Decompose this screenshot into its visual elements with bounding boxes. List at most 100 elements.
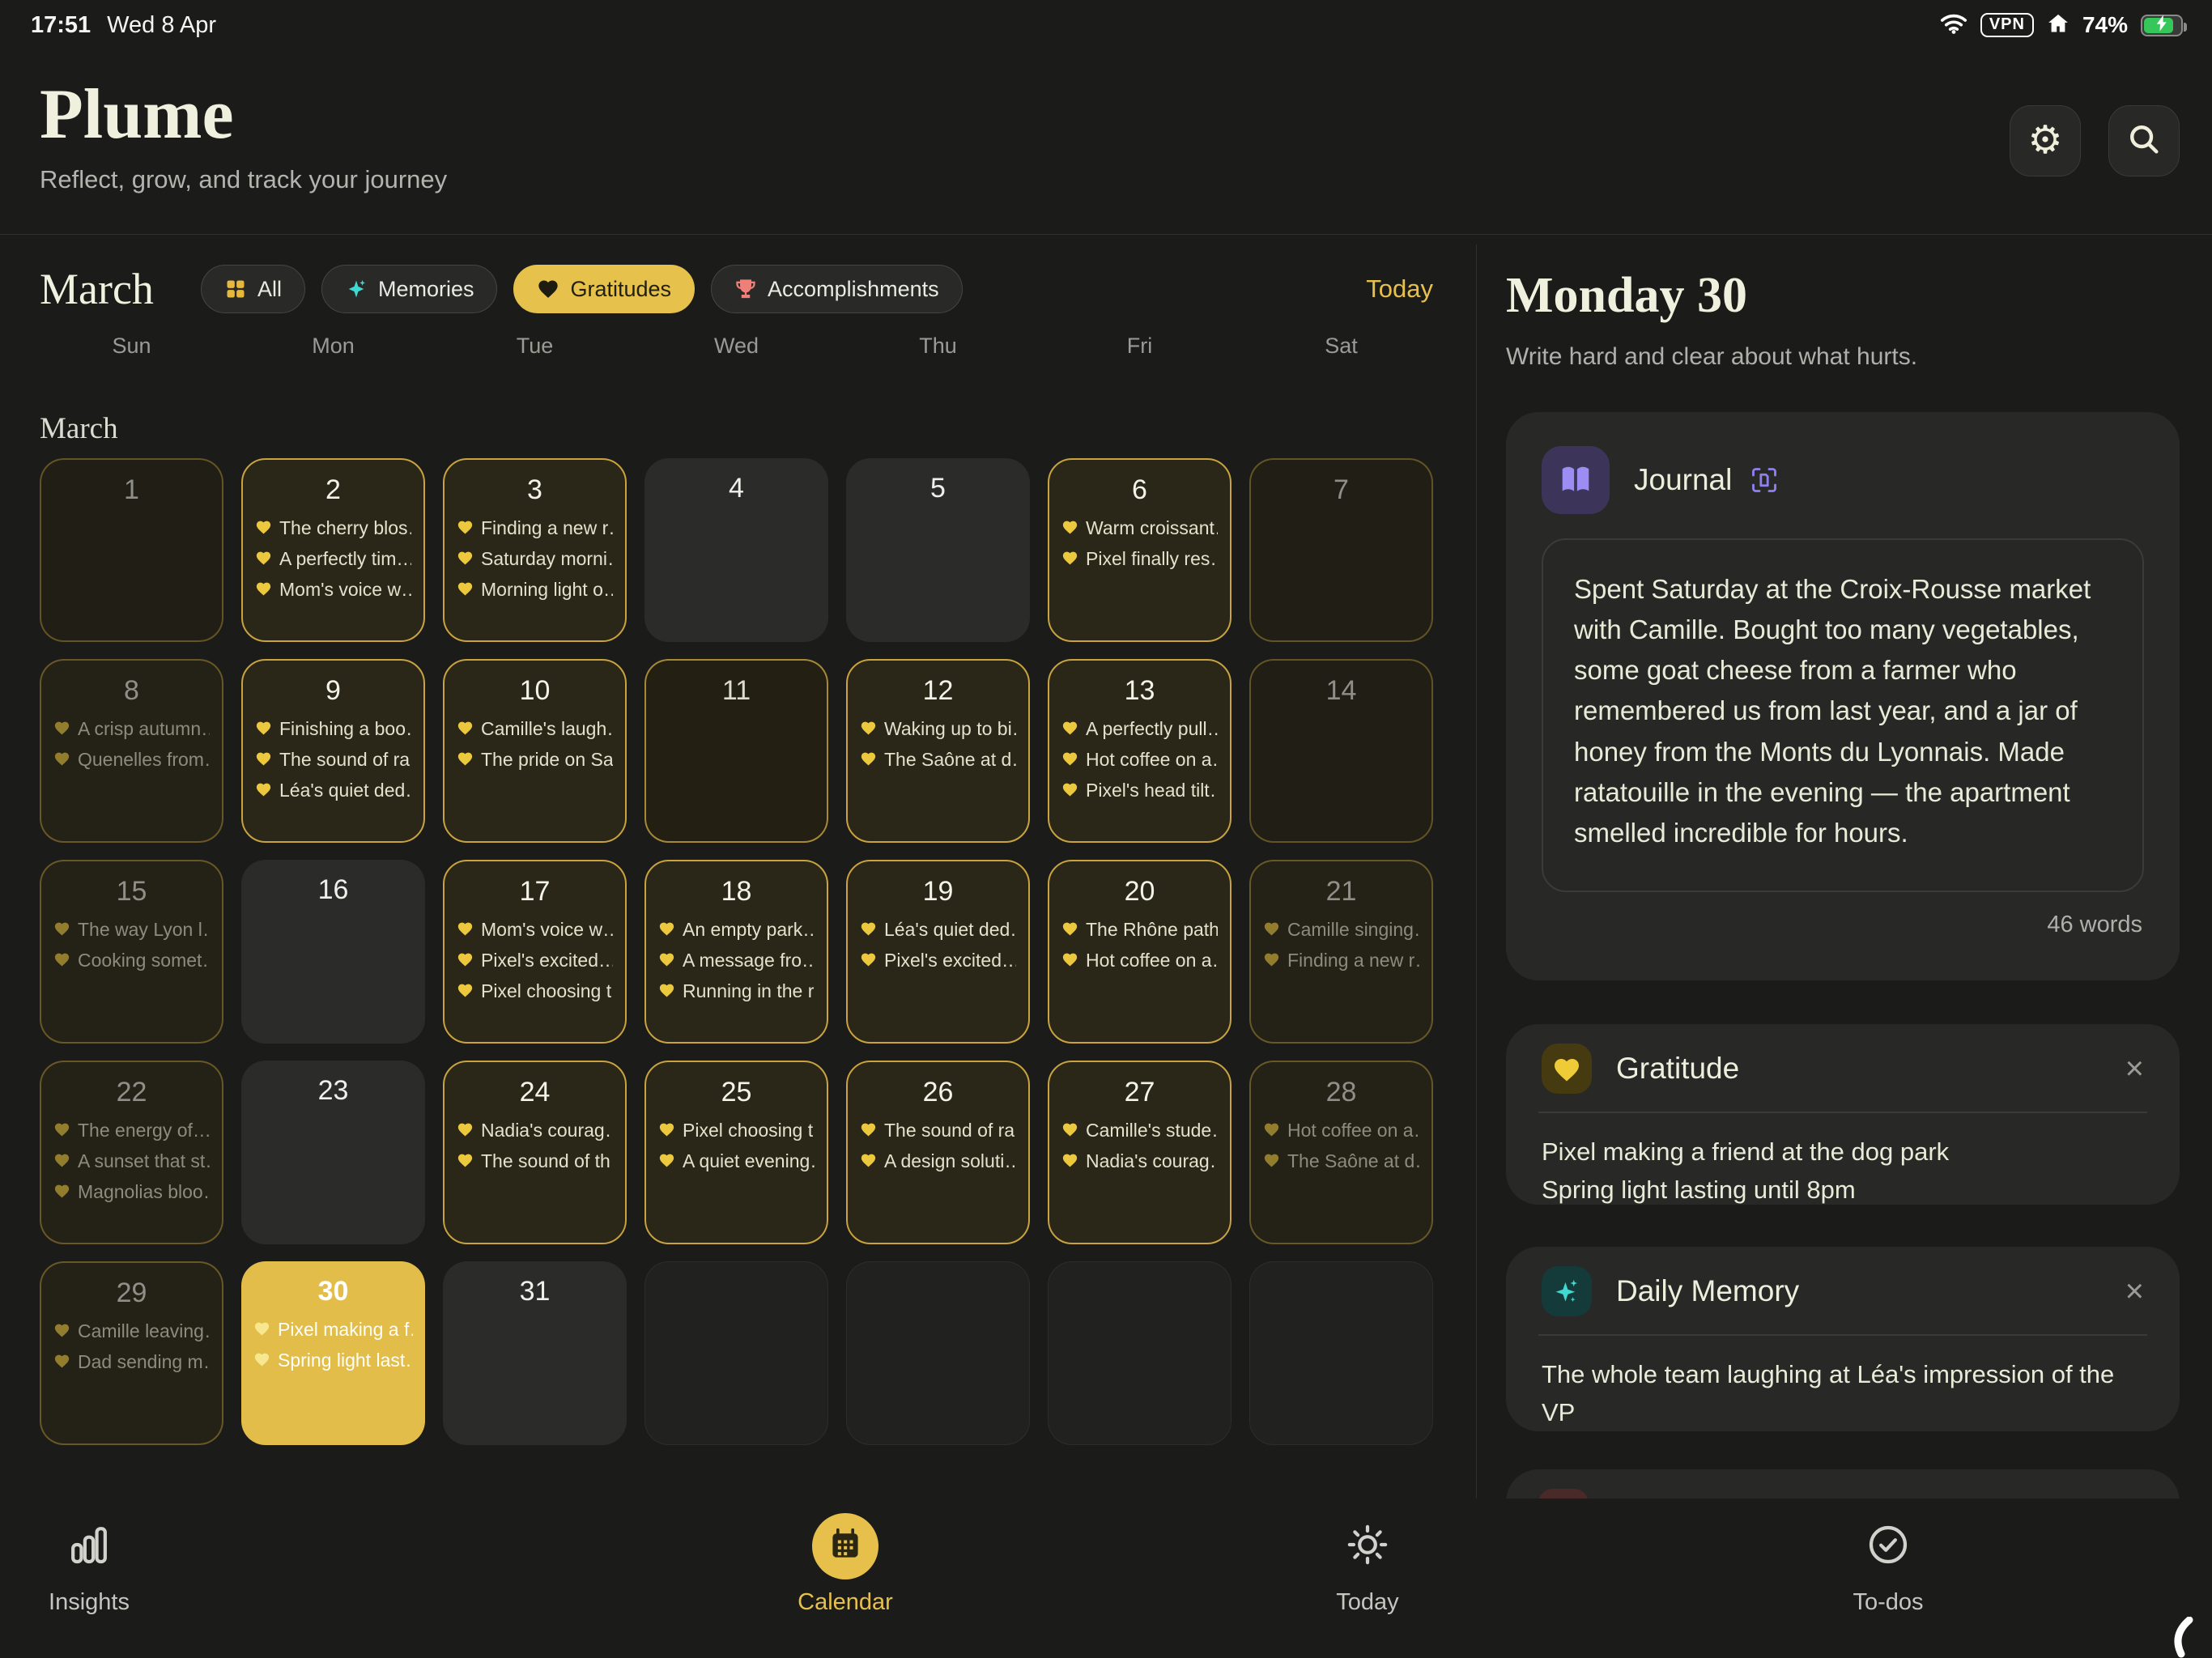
calendar-day-cell[interactable]: 22 The energy of… [40,1061,223,1244]
calendar-day-cell[interactable]: 25 Pixel choosing t… [644,1061,828,1244]
calendar-day-cell[interactable] [1249,1261,1433,1445]
day-entry-text: The Rhône path… [1086,919,1218,940]
day-entry: Camille singing… [1263,919,1419,941]
calendar-day-cell[interactable]: 18 An empty park… [644,860,828,1044]
calendar-day-cell[interactable]: 30 Pixel making a f… [241,1261,425,1445]
today-button[interactable]: Today [1366,274,1433,303]
battery-percent: 74% [2082,12,2128,37]
day-entry-text: The Saône at d… [1287,1150,1419,1171]
app-title: Plume [40,75,234,154]
calendar-day-cell[interactable]: 4 [644,458,828,642]
calendar-day-cell[interactable]: 15 The way Lyon l… [40,860,223,1044]
filter-chip[interactable]: All [200,265,305,313]
calendar-day-cell[interactable]: 13 A perfectly pull… [1048,659,1231,843]
weekday-header: Sun Mon Tue Wed Thu Fri Sat [40,334,1433,359]
day-number: 27 [1124,1077,1155,1107]
day-entry-text: Camille leaving… [78,1320,210,1341]
day-entry: The sound of ra… [860,1120,1016,1141]
calendar-day-cell[interactable]: 5 [846,458,1030,642]
calendar-day-cell[interactable]: 12 Waking up to bi… [846,659,1030,843]
day-entry-text: Pixel's excited… [481,950,613,971]
scan-text-icon[interactable] [1750,466,1779,495]
wifi-icon [1940,13,1967,38]
tab-item[interactable]: To-dos [1799,1513,1977,1616]
battery-icon [2141,14,2187,36]
calendar-day-cell[interactable] [846,1261,1030,1445]
settings-button[interactable]: ⚙ [2010,105,2081,176]
calendar-day-cell[interactable]: 31 [443,1261,627,1445]
heart-icon [253,1350,270,1371]
day-entry-text: A sunset that st… [78,1150,210,1171]
heart-icon [1263,1150,1280,1172]
calendar-day-cell[interactable]: 6 Warm croissant… [1048,458,1231,642]
day-entry: The sound of th… [457,1150,613,1172]
day-entry-text: Spring light last… [278,1350,413,1371]
heart-icon [860,1120,877,1141]
weekday-label: Tue [516,334,554,358]
calendar-day-cell[interactable]: 16 [241,860,425,1044]
day-entry-text: Hot coffee on a… [1086,749,1218,770]
calendar-day-cell[interactable]: 29 Camille leaving… [40,1261,223,1445]
close-icon[interactable]: × [2125,1051,2144,1086]
memory-text: The whole team laughing at Léa's impress… [1542,1360,2115,1426]
calendar-day-cell[interactable]: 27 Camille's stude… [1048,1061,1231,1244]
calendar-day-cell[interactable]: 11 [644,659,828,843]
calendar-day-cell[interactable]: 8 A crisp autumn… [40,659,223,843]
calendar-day-cell[interactable]: 3 Finding a new r… [443,458,627,642]
calendar-day-cell[interactable]: 10 Camille's laugh… [443,659,627,843]
heart-icon [457,1120,474,1141]
calendar-day-cell[interactable]: 7 [1249,458,1433,642]
calendar-day-cell[interactable]: 17 Mom's voice w… [443,860,627,1044]
calendar-day-cell[interactable]: 14 [1249,659,1433,843]
day-entry: Morning light o… [457,579,613,601]
day-entry: A perfectly pull… [1061,718,1218,740]
main-area: March [0,235,2212,1499]
tab-item[interactable]: Calendar [756,1513,934,1616]
day-entry: Hot coffee on a… [1061,749,1218,771]
calendar-day-cell[interactable]: 23 [241,1061,425,1244]
day-entry: An empty park… [658,919,815,941]
calendar-day-cell[interactable]: 19 Léa's quiet ded… [846,860,1030,1044]
close-icon[interactable]: × [2125,1273,2144,1309]
tab-item[interactable]: Today [1278,1513,1457,1616]
calendar-day-cell[interactable]: 24 Nadia's courag… [443,1061,627,1244]
calendar-day-cell[interactable]: 1 [40,458,223,642]
calendar-day-cell[interactable]: 2 The cherry blos… [241,458,425,642]
heart-icon [253,1319,270,1341]
heart-icon [53,718,70,740]
search-button[interactable] [2108,105,2180,176]
heart-icon [1061,1120,1078,1141]
calendar-day-cell[interactable] [644,1261,828,1445]
day-entry-text: A perfectly tim… [279,548,411,569]
day-entry: The energy of… [53,1120,210,1141]
heart-icon [457,749,474,771]
calendar-section: March [40,235,1440,1499]
day-entry: Camille's stude… [1061,1120,1218,1141]
heart-icon [1061,950,1078,971]
heart-icon [457,579,474,601]
calendar-day-cell[interactable]: 9 Finishing a boo… [241,659,425,843]
day-number: 28 [1325,1077,1357,1107]
day-entry-text: A perfectly pull… [1086,718,1218,739]
app-tagline: Reflect, grow, and track your journey [40,165,448,194]
calendar-day-cell[interactable]: 28 Hot coffee on a… [1249,1061,1433,1244]
weekday-label: Fri [1126,334,1153,358]
tab-item[interactable]: Insights [0,1513,178,1616]
day-entry-text: Saturday morni… [481,548,613,569]
journal-text-box[interactable]: Spent Saturday at the Croix-Rousse marke… [1542,538,2144,892]
sparkle-icon [345,278,368,300]
day-entry-text: Pixel choosing t… [481,980,613,1001]
day-entry: Spring light last… [253,1350,413,1371]
day-entry-text: A message fro… [683,950,815,971]
calendar-day-cell[interactable]: 20 The Rhône path… [1048,860,1231,1044]
filter-chip[interactable]: Gratitudes [513,265,696,313]
day-number: 10 [519,675,551,706]
calendar-day-cell[interactable] [1048,1261,1231,1445]
day-entry: A crisp autumn… [53,718,210,740]
heart-icon [457,517,474,539]
filter-chip[interactable]: Memories [321,265,498,313]
filter-chip[interactable]: Accomplishments [711,265,963,313]
calendar-day-cell[interactable]: 26 The sound of ra… [846,1061,1030,1244]
calendar-day-cell[interactable]: 21 Camille singing… [1249,860,1433,1044]
day-entry: Dad sending m… [53,1351,210,1373]
